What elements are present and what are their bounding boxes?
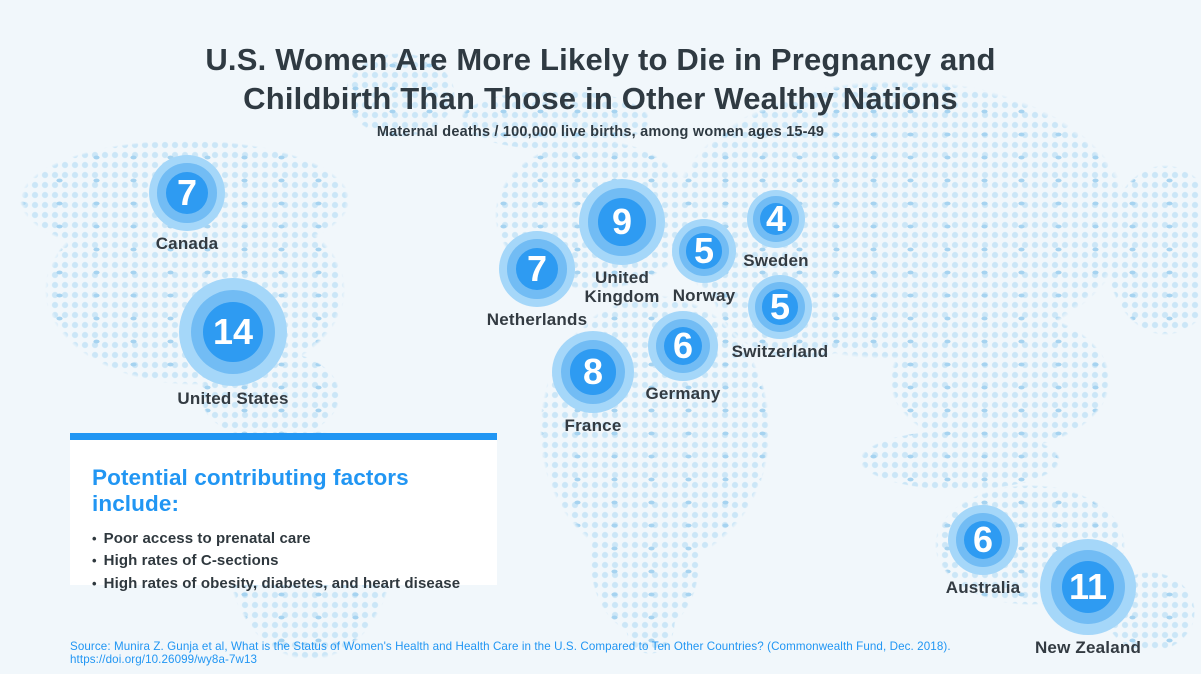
bubble-value-united-states: 14 — [212, 311, 254, 352]
label-united-kingdom: United Kingdom — [584, 268, 660, 306]
factors-list: Poor access to prenatal careHigh rates o… — [92, 528, 475, 595]
title-line-2: Childbirth Than Those in Other Wealthy N… — [243, 81, 958, 116]
bubble-value-germany: 6 — [672, 325, 694, 366]
factor-item: High rates of C-sections — [92, 550, 475, 572]
factor-item: High rates of obesity, diabetes, and hea… — [92, 573, 475, 595]
factors-box: Potential contributing factors include: … — [70, 440, 497, 592]
label-norway: Norway — [672, 286, 736, 305]
bubble-value-switzerland: 5 — [769, 286, 791, 327]
chart-subtitle: Maternal deaths / 100,000 live births, a… — [376, 124, 825, 140]
bubble-new-zealand: 11 — [1040, 539, 1136, 635]
label-france: France — [564, 416, 622, 435]
factor-item: Poor access to prenatal care — [92, 528, 475, 550]
bubble-ring-inner — [203, 302, 263, 362]
bubble-germany: 6 — [648, 311, 718, 381]
bubble-value-france: 8 — [582, 351, 604, 392]
label-canada: Canada — [155, 234, 219, 253]
bubble-ring-inner — [686, 233, 722, 269]
bubble-value-netherlands: 7 — [526, 248, 548, 289]
bubble-value-sweden: 4 — [765, 198, 787, 239]
label-united-states: United States — [177, 389, 289, 408]
bubble-ring-inner — [570, 349, 616, 395]
bubble-ring-inner — [663, 326, 703, 366]
bubble-ring-inner — [963, 520, 1003, 560]
bubble-value-norway: 5 — [693, 230, 715, 271]
bubble-value-new-zealand: 11 — [1068, 566, 1108, 607]
label-switzerland: Switzerland — [731, 342, 829, 361]
bubble-sweden: 4 — [747, 190, 805, 248]
source-citation: Source: Munira Z. Gunja et al, What is t… — [70, 640, 951, 666]
bubble-france: 8 — [552, 331, 634, 413]
bubble-united-states: 14 — [179, 278, 287, 386]
label-sweden: Sweden — [743, 251, 809, 270]
bubble-value-united-kingdom: 9 — [611, 201, 633, 242]
bubble-ring-inner — [762, 289, 798, 325]
bubble-ring-inner — [1061, 560, 1115, 614]
bubble-switzerland: 5 — [748, 275, 812, 339]
title-line-1: U.S. Women Are More Likely to Die in Pre… — [205, 42, 996, 77]
bubble-ring-inner — [166, 172, 208, 214]
bubble-ring-inner — [516, 248, 558, 290]
bubble-canada: 7 — [149, 155, 225, 231]
bubble-value-australia: 6 — [972, 519, 994, 560]
bubble-ring-inner — [598, 198, 646, 246]
bubble-australia: 6 — [948, 505, 1018, 575]
factors-accent-bar — [70, 433, 497, 440]
bubble-ring-inner — [760, 203, 792, 235]
label-australia: Australia — [945, 578, 1021, 597]
factors-heading: Potential contributing factors include: — [92, 465, 409, 516]
bubble-netherlands: 7 — [499, 231, 575, 307]
bubble-norway: 5 — [672, 219, 736, 283]
page-title: U.S. Women Are More Likely to Die in Pre… — [0, 40, 1201, 118]
bubble-united-kingdom: 9 — [579, 179, 665, 265]
label-netherlands: Netherlands — [486, 310, 588, 329]
label-new-zealand: New Zealand — [1034, 638, 1142, 657]
label-germany: Germany — [645, 384, 721, 403]
bubble-value-canada: 7 — [176, 172, 198, 213]
